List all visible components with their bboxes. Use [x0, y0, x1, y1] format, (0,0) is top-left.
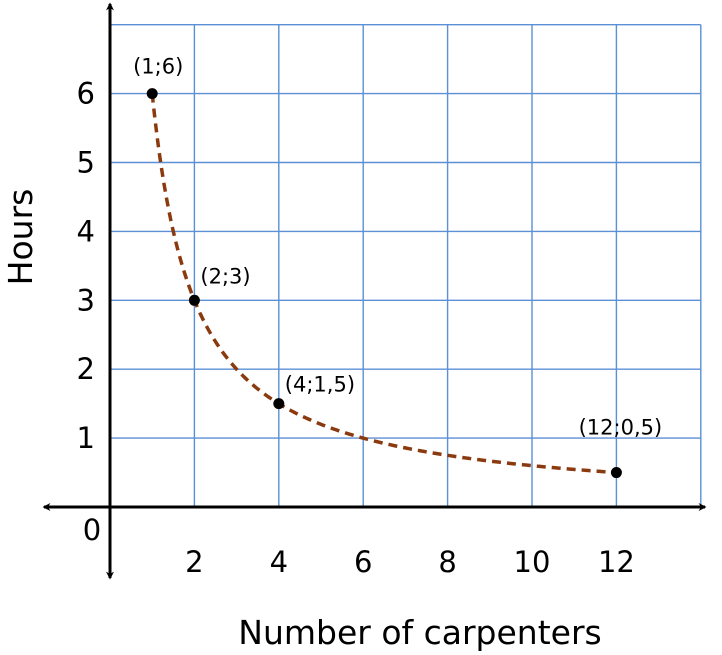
- points-layer: (1;6) (2;3) (4;1,5) (12;0,5): [133, 55, 663, 479]
- x-tick-label: 4: [270, 545, 288, 579]
- origin-label: 0: [83, 513, 101, 547]
- x-axis-title: Number of carpenters: [238, 613, 601, 652]
- y-tick-label: 3: [77, 283, 95, 317]
- data-point: [273, 398, 285, 410]
- y-tick-label: 5: [77, 146, 95, 180]
- data-point: [146, 88, 158, 100]
- data-point: [610, 467, 622, 479]
- y-tick-label: 1: [77, 421, 95, 455]
- point-label: (1;6): [133, 55, 183, 79]
- y-tick-label: 6: [77, 77, 95, 111]
- grid: [109, 24, 702, 507]
- curve-layer: [150, 93, 617, 475]
- hyperbola-curve: [150, 93, 617, 475]
- point-label: (2;3): [200, 264, 250, 288]
- x-tick-label: 10: [514, 545, 551, 579]
- data-point: [188, 294, 200, 306]
- x-tick-label: 8: [438, 545, 456, 579]
- y-axis-title: Hours: [1, 189, 40, 286]
- axes: [42, 2, 707, 580]
- x-tick-label: 12: [598, 545, 635, 579]
- x-tick-label: 2: [185, 545, 203, 579]
- x-tick-label: 6: [354, 545, 372, 579]
- point-label: (4;1,5): [285, 373, 355, 397]
- point-label: (12;0,5): [579, 416, 663, 440]
- y-tick-label: 2: [77, 352, 95, 386]
- y-tick-label: 4: [77, 214, 95, 248]
